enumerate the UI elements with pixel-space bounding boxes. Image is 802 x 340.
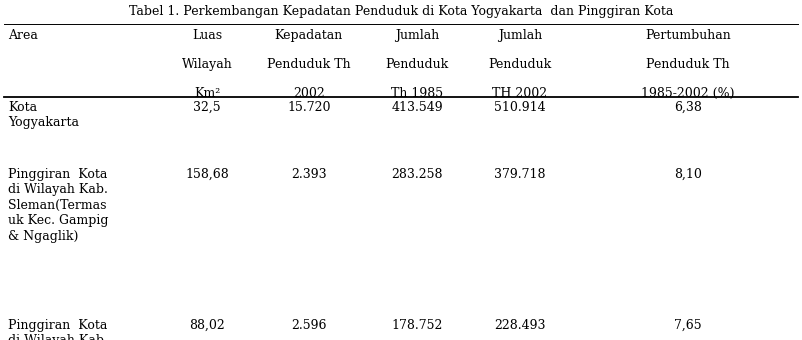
Text: Wilayah: Wilayah [181,58,233,71]
Text: Penduduk Th: Penduduk Th [267,58,350,71]
Text: TH 2002: TH 2002 [492,87,547,100]
Text: 2.393: 2.393 [291,168,326,181]
Text: 1985-2002 (%): 1985-2002 (%) [642,87,735,100]
Text: 413.549: 413.549 [391,101,443,114]
Text: 6,38: 6,38 [674,101,702,114]
Text: 178.752: 178.752 [391,319,443,332]
Text: Th 1985: Th 1985 [391,87,443,100]
Text: Tabel 1. Perkembangan Kepadatan Penduduk di Kota Yogyakarta  dan Pinggiran Kota: Tabel 1. Perkembangan Kepadatan Penduduk… [129,5,673,18]
Text: Penduduk: Penduduk [488,58,551,71]
Text: Pinggiran  Kota
di Wilayah Kab.
Sleman(Termas
uk Kec. Gampig
& Ngaglik): Pinggiran Kota di Wilayah Kab. Sleman(Te… [8,168,108,243]
Text: 158,68: 158,68 [185,168,229,181]
Text: 379.718: 379.718 [494,168,545,181]
Text: 32,5: 32,5 [193,101,221,114]
Text: Pertumbuhan: Pertumbuhan [646,29,731,42]
Text: Km²: Km² [194,87,220,100]
Text: Jumlah: Jumlah [395,29,439,42]
Text: Jumlah: Jumlah [497,29,542,42]
Text: Area: Area [8,29,38,42]
Text: 228.493: 228.493 [494,319,545,332]
Text: Penduduk Th: Penduduk Th [646,58,730,71]
Text: 8,10: 8,10 [674,168,702,181]
Text: 2002: 2002 [293,87,325,100]
Text: Luas: Luas [192,29,222,42]
Text: 283.258: 283.258 [391,168,443,181]
Text: Kota
Yogyakarta: Kota Yogyakarta [8,101,79,130]
Text: Penduduk: Penduduk [386,58,448,71]
Text: Kepadatan: Kepadatan [274,29,343,42]
Text: 88,02: 88,02 [189,319,225,332]
Text: 7,65: 7,65 [674,319,702,332]
Text: 510.914: 510.914 [494,101,545,114]
Text: 2.596: 2.596 [291,319,326,332]
Text: 15.720: 15.720 [287,101,330,114]
Text: Pinggiran  Kota
di Wilayah Kab.
Bantul: Pinggiran Kota di Wilayah Kab. Bantul [8,319,108,340]
